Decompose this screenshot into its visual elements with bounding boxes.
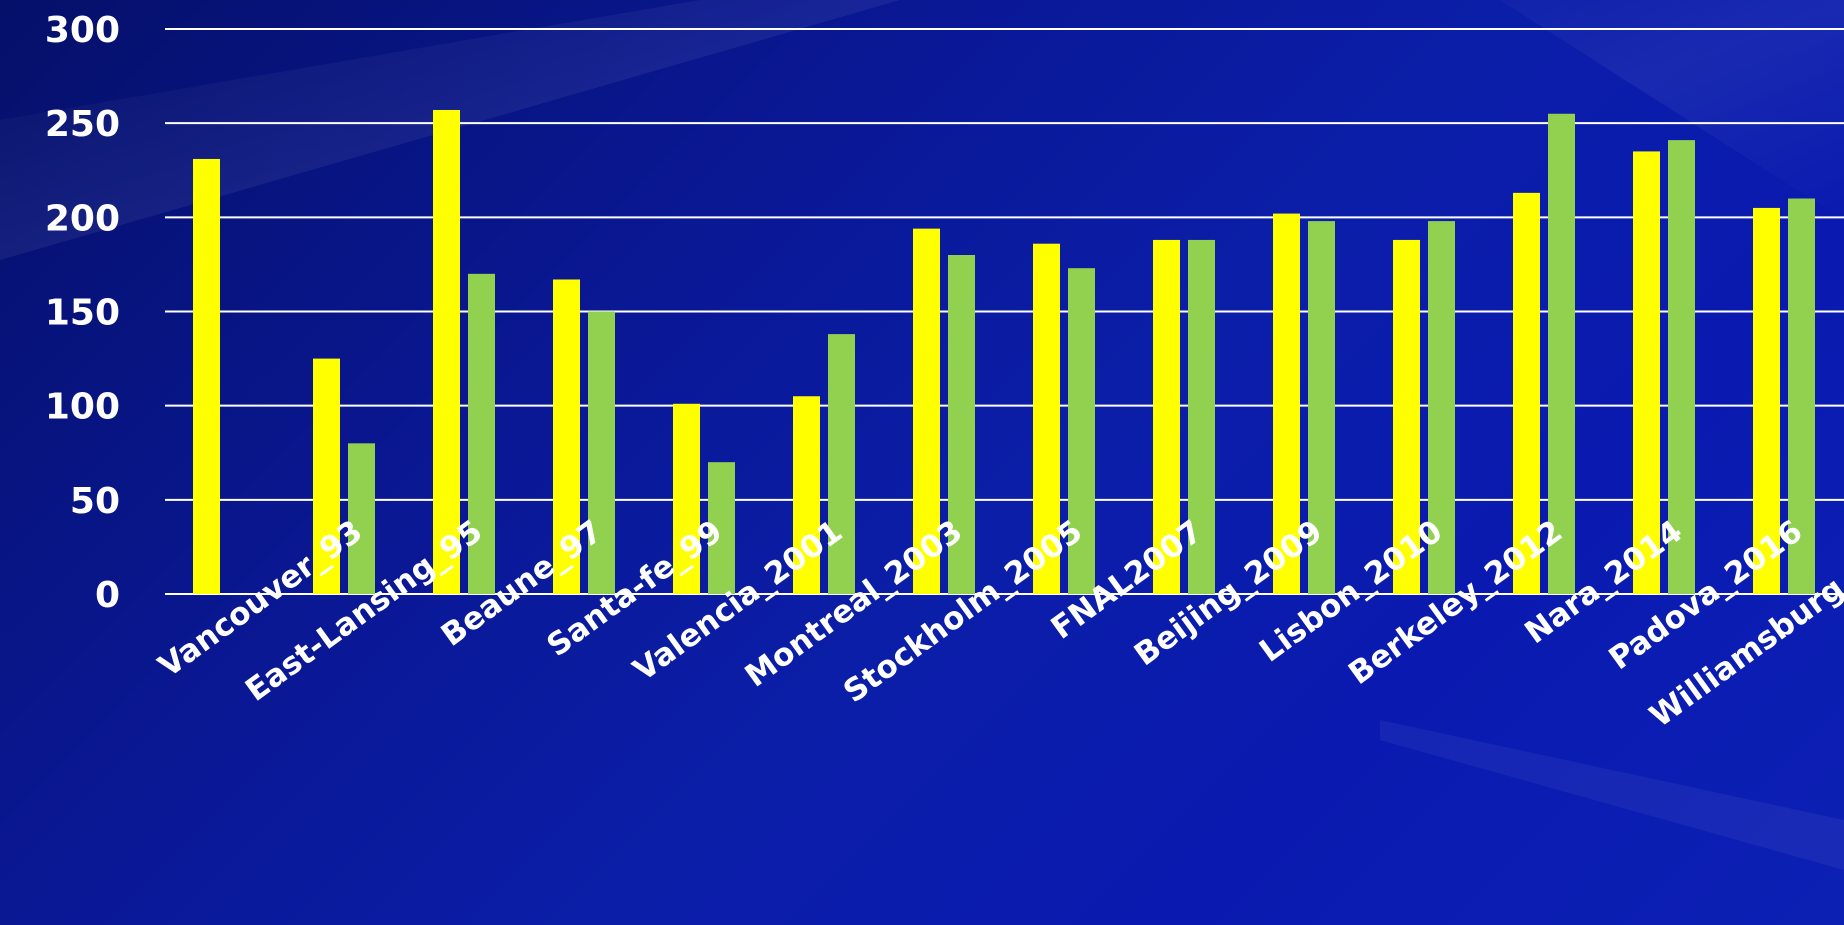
bar-series1-11 [1513, 192, 1540, 594]
x-axis-ticks: Vancouver_93East-Lansing_95Beaune_97Sant… [152, 513, 1844, 734]
bar-series2-10 [1428, 221, 1455, 594]
y-tick-label: 200 [45, 198, 120, 239]
y-tick-label: 100 [45, 387, 120, 428]
y-tick-label: 0 [95, 575, 120, 616]
bar-series1-9 [1273, 213, 1300, 595]
bar-series2-1 [348, 443, 375, 594]
y-tick-label: 300 [45, 10, 120, 51]
bar-series1-4 [673, 403, 700, 594]
bar-series1-5 [793, 396, 820, 594]
bar-series1-2 [433, 109, 460, 594]
bar-series1-10 [1393, 239, 1420, 594]
bar-series1-3 [553, 279, 580, 594]
bar-series1-7 [1033, 243, 1060, 594]
y-tick-label: 150 [45, 293, 120, 334]
x-tick-label: Valencia_2001 [627, 513, 849, 688]
y-axis-ticks: 0 50 100 150 200 250 300 [45, 10, 120, 616]
bar-series1-13 [1753, 207, 1780, 594]
bar-series2-2 [468, 273, 495, 594]
y-tick-label: 250 [45, 104, 120, 145]
bar-series2-5 [828, 334, 855, 594]
x-tick-label: Vancouver_93 [152, 513, 369, 684]
bar-series1-8 [1153, 239, 1180, 594]
bar-series2-13 [1788, 198, 1815, 594]
bar-series1-12 [1633, 151, 1660, 594]
bar-series2-11 [1548, 113, 1575, 594]
bar-series1-6 [913, 228, 940, 594]
bar-series2-7 [1068, 268, 1095, 594]
bar-series2-4 [708, 462, 735, 594]
x-tick-label: Berkeley_2012 [1342, 513, 1569, 692]
bar-series2-9 [1308, 221, 1335, 594]
bar-series1-1 [313, 358, 340, 594]
bars [193, 109, 1815, 595]
y-tick-label: 50 [70, 481, 120, 522]
bar-series2-6 [948, 255, 975, 594]
bar-series1-0 [193, 158, 220, 594]
bar-series2-12 [1668, 140, 1695, 594]
bar-series2-3 [588, 311, 615, 594]
bar-series2-8 [1188, 239, 1215, 594]
